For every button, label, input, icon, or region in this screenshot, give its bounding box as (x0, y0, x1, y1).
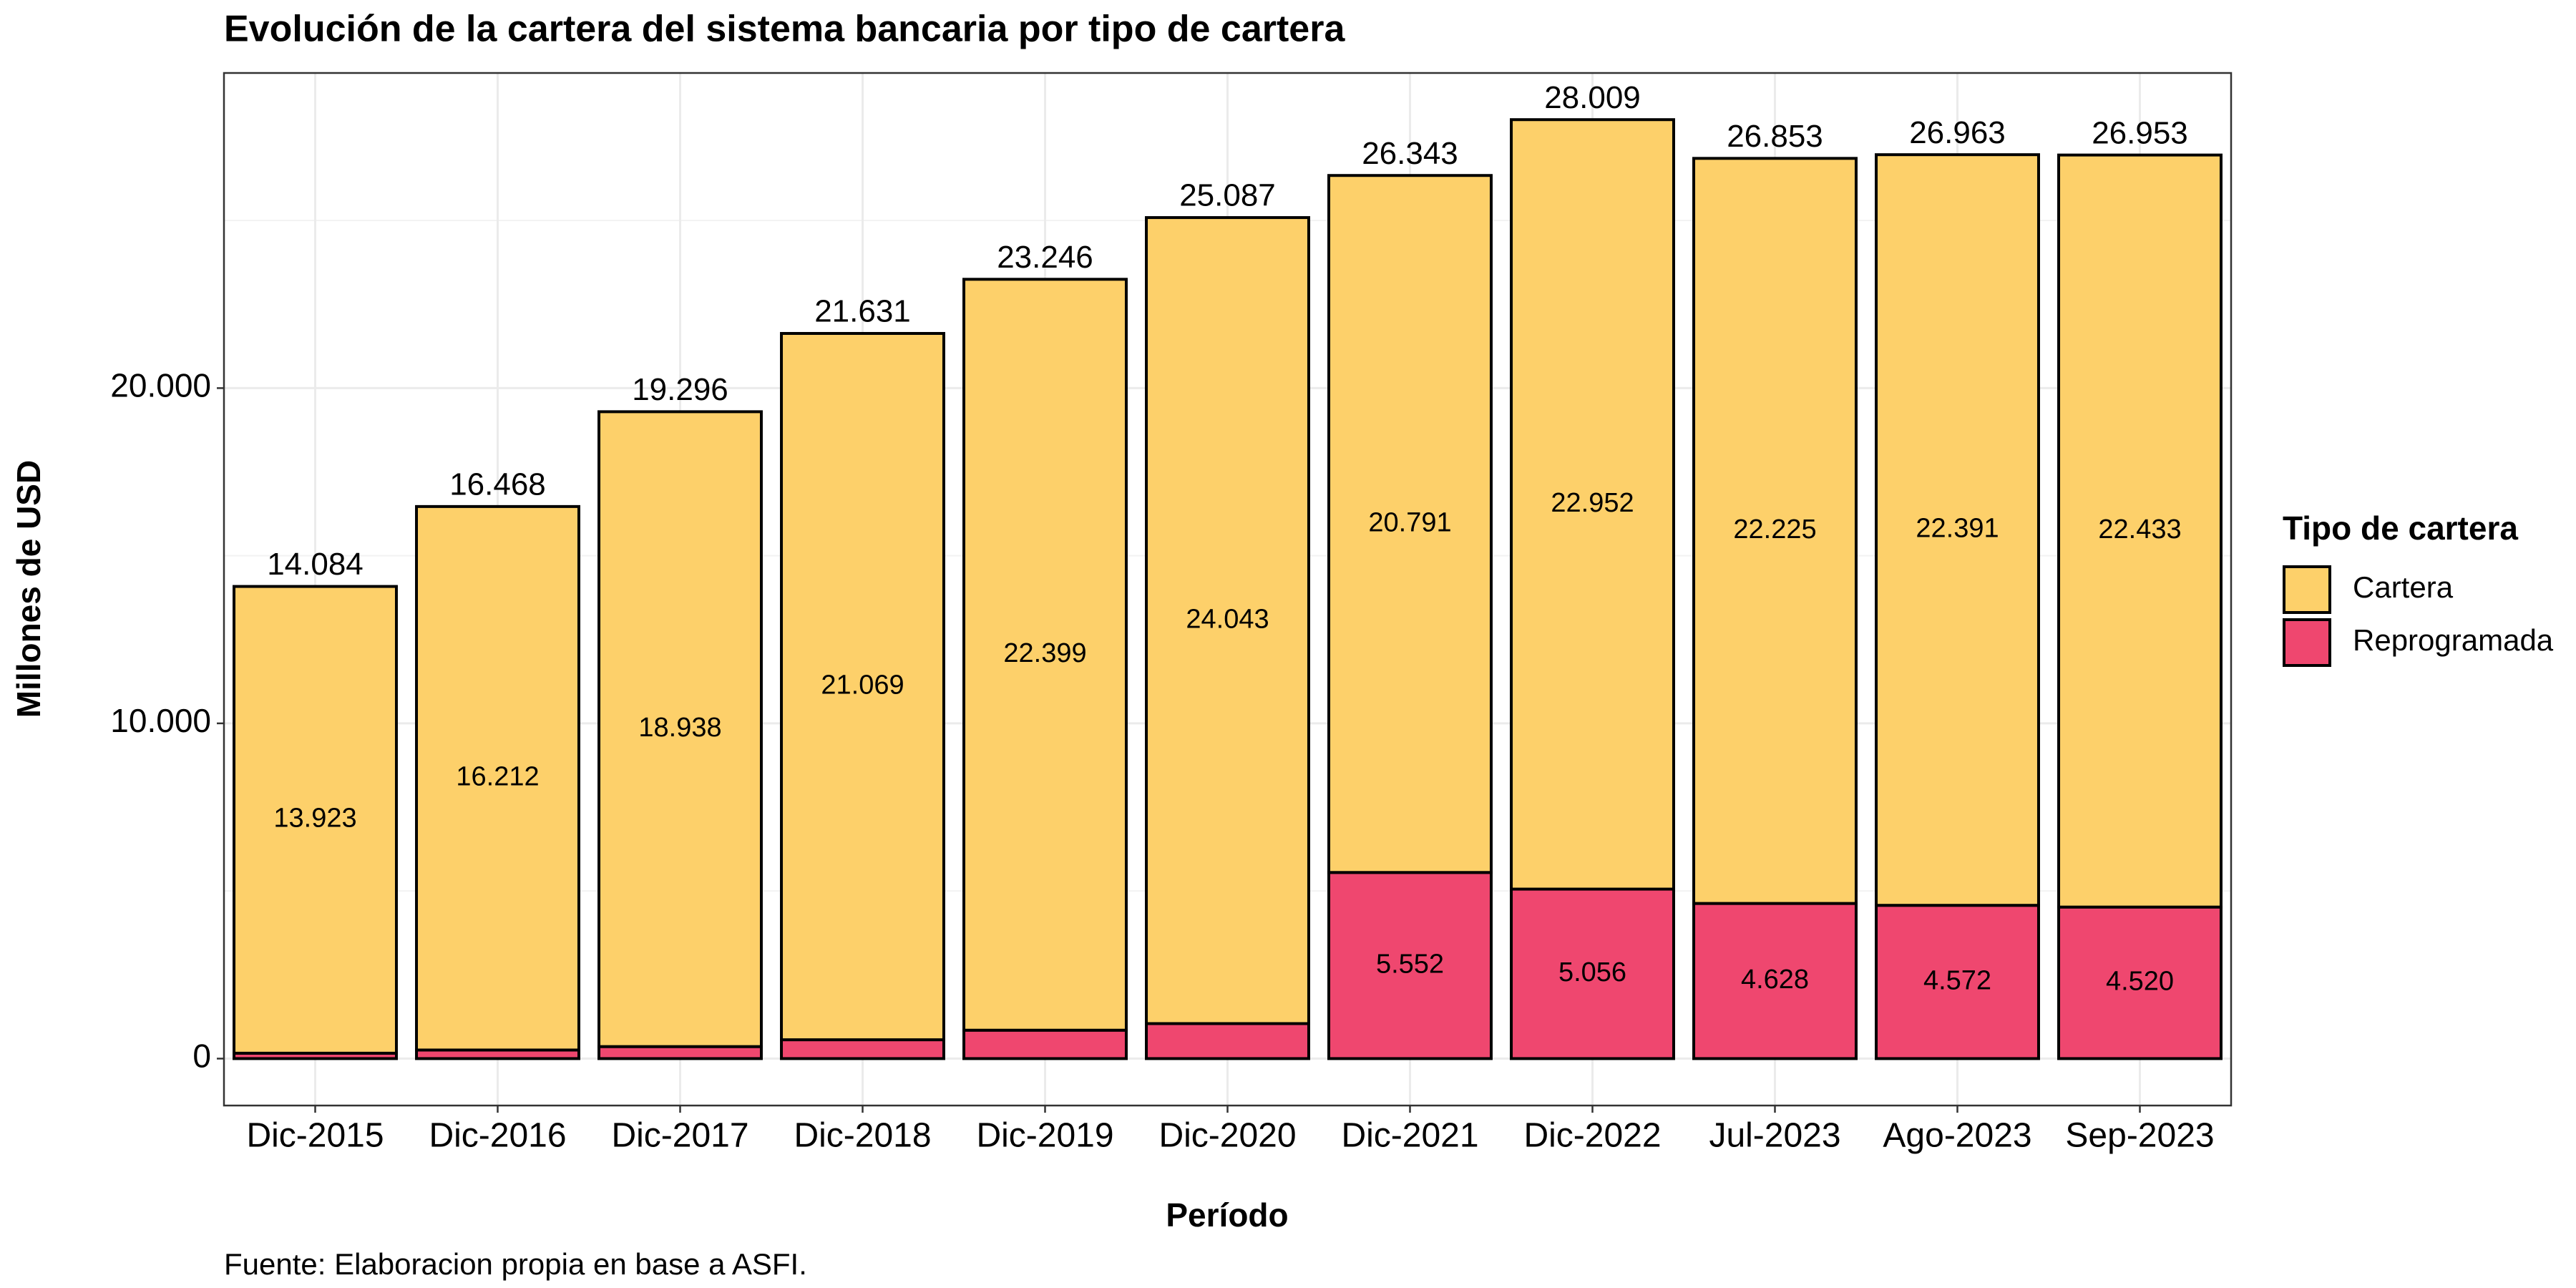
y-tick-label: 0 (192, 1038, 211, 1075)
total-label: 25.087 (1179, 178, 1276, 213)
y-tick-label: 20.000 (110, 367, 211, 404)
plot-border (223, 72, 2233, 1107)
segment-label: 5.552 (1376, 949, 1444, 979)
x-axis-title: Período (1166, 1196, 1288, 1234)
total-label: 16.468 (449, 467, 546, 502)
legend-key (2283, 618, 2331, 667)
segment-label: 4.572 (1923, 965, 1991, 995)
bar-segment (1145, 216, 1310, 1025)
x-tick-label: Dic-2017 (611, 1117, 748, 1155)
bar-segment (1510, 118, 1675, 891)
bar-segment (597, 1045, 763, 1060)
total-label: 23.246 (997, 240, 1093, 275)
bar-segment (780, 331, 945, 1042)
segment-label: 18.938 (638, 713, 721, 743)
bar-segment (962, 1028, 1128, 1060)
bar-segment (1510, 887, 1675, 1060)
caption: Fuente: Elaboracion propia en base a ASF… (224, 1247, 807, 1281)
segment-label: 22.391 (1916, 514, 1999, 544)
x-tick-label: Dic-2015 (246, 1117, 384, 1155)
segment-label: 5.056 (1558, 957, 1626, 987)
x-tick-label: Dic-2022 (1523, 1117, 1661, 1155)
total-label: 26.963 (1909, 115, 2006, 150)
segment-label: 21.069 (821, 670, 904, 701)
bar-segment (233, 585, 398, 1055)
segment-label: 22.433 (2098, 514, 2181, 545)
y-tick-label: 10.000 (110, 702, 211, 739)
bar-segment (1145, 1022, 1310, 1060)
bar-segment (1692, 157, 1858, 905)
x-tick-label: Dic-2019 (976, 1117, 1113, 1155)
bar-segment (597, 410, 763, 1048)
total-label: 19.296 (632, 372, 728, 407)
legend-title: Tipo de cartera (2283, 509, 2518, 547)
bar-segment (415, 504, 580, 1052)
total-label: 28.009 (1544, 80, 1641, 115)
bar-segment (1327, 174, 1493, 874)
x-tick-label: Dic-2016 (429, 1117, 566, 1155)
bar-segment (2057, 153, 2223, 909)
y-axis-title: Millones de USD (10, 460, 47, 718)
x-tick-label: Dic-2020 (1158, 1117, 1296, 1155)
legend-label: Cartera (2353, 570, 2454, 604)
total-label: 26.343 (1362, 136, 1458, 171)
bar-segment (1327, 871, 1493, 1060)
segment-label: 22.399 (1003, 638, 1086, 668)
legend-label: Reprogramada (2353, 623, 2554, 657)
bar-segment (1875, 153, 2040, 907)
bar-segment (962, 278, 1128, 1032)
bar-segment (2057, 905, 2223, 1060)
total-label: 26.953 (2092, 115, 2188, 150)
segment-label: 4.628 (1741, 965, 1809, 995)
chart-title: Evolución de la cartera del sistema banc… (224, 9, 1345, 50)
segment-label: 20.791 (1368, 507, 1451, 537)
legend-key (2283, 565, 2331, 614)
segment-label: 22.952 (1551, 488, 1634, 518)
bar-segment (780, 1038, 945, 1060)
total-label: 21.631 (814, 294, 911, 329)
bar-segment (1875, 904, 2040, 1060)
total-label: 14.084 (267, 547, 364, 582)
x-tick-label: Jul-2023 (1709, 1117, 1840, 1155)
segment-label: 22.225 (1733, 514, 1816, 545)
segment-label: 16.212 (456, 762, 539, 792)
x-tick-label: Sep-2023 (2065, 1117, 2214, 1155)
total-label: 26.853 (1727, 119, 1823, 154)
x-tick-label: Dic-2018 (794, 1117, 931, 1155)
segment-label: 24.043 (1186, 604, 1269, 634)
segment-label: 13.923 (273, 804, 356, 834)
segment-label: 4.520 (2106, 967, 2174, 997)
bar-segment (1692, 902, 1858, 1060)
x-tick-label: Dic-2021 (1341, 1117, 1478, 1155)
x-tick-label: Ago-2023 (1883, 1117, 2031, 1155)
